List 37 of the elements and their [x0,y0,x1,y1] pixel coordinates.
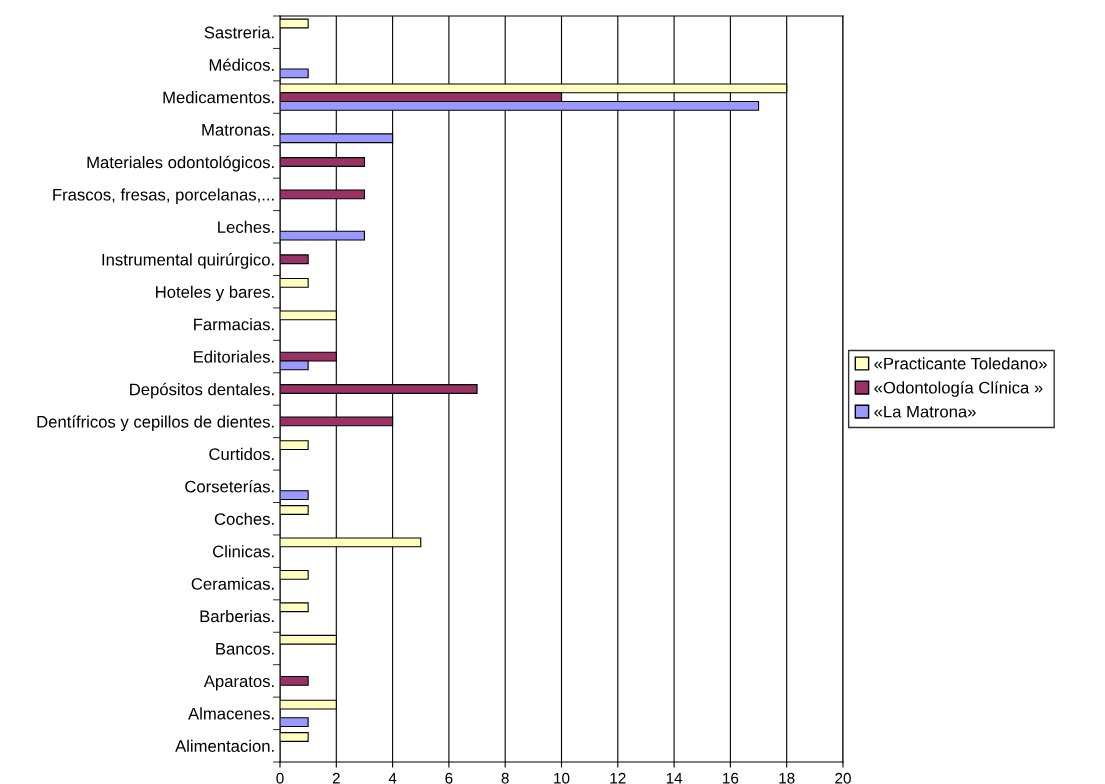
y-tick-label: Matronas. [202,124,274,136]
y-tick-label: Almacenes. [188,707,274,720]
x-tick-label: 18 [779,772,795,784]
x-tick-label: 4 [388,772,397,784]
y-tick-label: Coches. [214,512,274,525]
x-tick-label: 6 [445,772,453,784]
y-tick-label: Barberias. [200,610,274,623]
y-tick-label: Medicamentos. [163,91,274,104]
x-tick-label: 8 [501,772,509,784]
y-tick-label: Clinicas. [213,545,274,558]
y-tick-label: Hoteles y bares. [156,285,274,302]
x-tick-label: 14 [666,772,683,784]
legend-label: «Odontología Clínica » [874,381,1043,397]
y-tick-label: Materiales odontológicos. [87,155,274,172]
y-tick-label: Sastreria. [204,26,274,39]
x-tick-label: 16 [723,772,739,784]
y-tick-label: Frascos, fresas, porcelanas,... [53,188,274,204]
x-tick-label: 12 [610,772,626,784]
y-tick-label: Ceramicas. [191,577,274,590]
legend-label: «La Matrona» [874,405,976,418]
y-tick-label: Editoriales. [194,350,274,363]
y-tick-label: Curtidos. [209,447,274,461]
y-tick-label: Leches. [218,220,274,234]
y-tick-label: Depósitos dentales. [130,382,274,399]
y-tick-label: Bancos. [216,643,274,655]
y-tick-label: Farmacias. [194,318,274,331]
y-tick-label: Aparatos. [203,675,274,691]
y-tick-label: Médicos. [209,58,274,71]
y-tick-label: Corseterías. [185,480,274,493]
x-tick-label: 10 [554,772,570,784]
legend-label: «Practicante Toledano» [874,357,1047,370]
y-tick-label: Dentífricos y cepillos de dientes. [37,415,274,432]
x-tick-label: 20 [835,772,851,784]
x-tick-label: 2 [332,772,340,784]
x-tick-label: 0 [276,772,284,784]
y-tick-label: Instrumental quirúrgico. [102,253,274,269]
y-tick-label: Alimentacion. [175,739,274,752]
